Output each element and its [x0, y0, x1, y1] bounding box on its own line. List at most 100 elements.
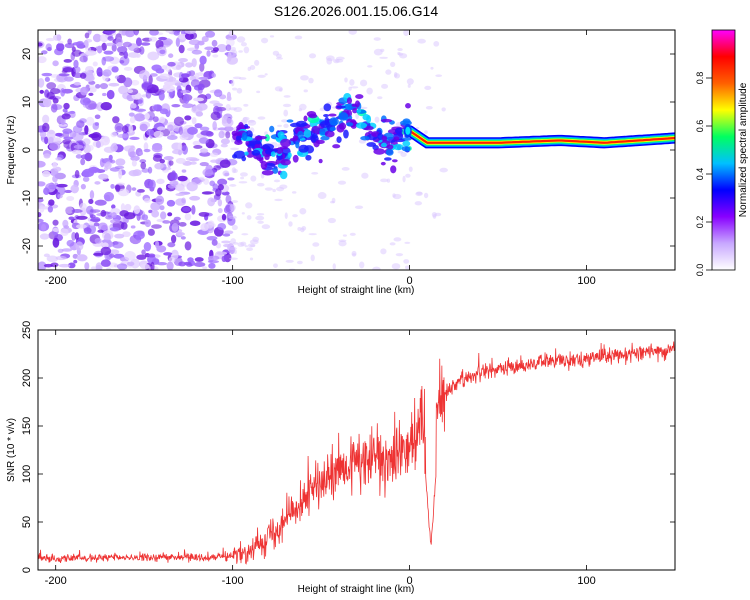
spectrogram-faint-cell [281, 119, 288, 123]
spectrogram-noise-cell [71, 149, 83, 154]
spectrogram-noise-cell [180, 89, 191, 94]
spectrogram-faint-cell [231, 224, 238, 231]
spectrogram-noise-cell [202, 266, 208, 270]
spectrogram-noise-cell [129, 116, 136, 124]
spectrogram-faint-cell [300, 75, 309, 81]
spectrogram-noise-cell [128, 124, 134, 134]
spectrogram-signal-cell [324, 130, 335, 138]
spectrogram-noise-cell [148, 209, 153, 214]
spectrogram-noise-cell [90, 132, 102, 141]
spectrogram-faint-cell [240, 176, 245, 180]
spectrogram-signal-cell [381, 135, 388, 142]
spectrogram-noise-cell [63, 102, 70, 110]
spectrogram-noise-cell [48, 184, 58, 190]
spectrogram-signal-cell [352, 108, 358, 114]
spectrogram-faint-cell [277, 124, 282, 127]
spectrogram-faint-cell [359, 106, 368, 110]
spectrogram-noise-cell [117, 133, 130, 139]
spectrogram-noise-cell [199, 55, 207, 65]
spectrogram-noise-cell [204, 46, 215, 51]
spectrogram-noise-cell [42, 170, 51, 178]
spectrogram-noise-cell [133, 113, 146, 122]
spectrogram-noise-cell [190, 79, 201, 88]
spectrogram-noise-cell [144, 112, 150, 120]
spectrogram-faint-cell [414, 201, 423, 206]
spectrogram-noise-cell [184, 32, 194, 40]
spectrogram-noise-cell [171, 103, 181, 108]
spectrogram-signal-cell [402, 118, 411, 124]
spectrogram-faint-cell [239, 172, 248, 177]
spectrogram-noise-cell [131, 187, 137, 191]
spectrogram-noise-cell [95, 262, 103, 270]
spectrogram-signal-cell [355, 122, 368, 129]
spectrogram-faint-cell [242, 116, 250, 121]
spectrogram-noise-cell [224, 172, 230, 177]
spectrogram-signal-cell [318, 158, 323, 164]
spectrogram-noise-cell [173, 216, 181, 221]
spectrogram-noise-cell [132, 169, 142, 176]
spectrogram-noise-cell [39, 131, 47, 138]
spectrogram-noise-cell [184, 213, 192, 221]
spectrogram-noise-cell [151, 210, 160, 218]
spectrogram-noise-cell [178, 57, 188, 63]
spectrogram-faint-cell [408, 166, 413, 172]
spectrogram-noise-cell [212, 121, 217, 131]
spectrogram-noise-cell [135, 234, 141, 241]
spectrogram-faint-cell [394, 73, 401, 79]
spectrogram-noise-cell [71, 231, 77, 241]
spectrogram-faint-cell [243, 46, 250, 54]
spectrogram-noise-cell [118, 85, 129, 95]
spectrogram-noise-cell [38, 218, 44, 223]
spectrogram-noise-cell [221, 240, 231, 244]
spectrogram-noise-cell [119, 59, 125, 64]
spectrogram-noise-cell [160, 211, 167, 220]
spectrogram-noise-cell [71, 209, 83, 213]
spectrogram-noise-cell [224, 230, 234, 235]
spectrogram-noise-cell [118, 169, 123, 180]
spectrogram-faint-cell [284, 212, 288, 219]
spectrogram-noise-cell [43, 263, 54, 268]
spectrogram-noise-cell [130, 79, 140, 86]
colorbar-tick-label: 0.4 [695, 168, 705, 181]
snr-y-tick-label: 150 [21, 417, 33, 435]
snr-y-tick-label: 50 [21, 516, 33, 528]
spectrogram-noise-cell [42, 98, 52, 108]
spectrogram-noise-cell [44, 136, 49, 145]
spectrogram-signal-cell [338, 112, 349, 121]
spectrogram-signal-cell [305, 154, 312, 161]
spectrogram-noise-cell [212, 47, 219, 52]
spectrogram-noise-cell [143, 197, 151, 203]
spectrogram-noise-cell [103, 30, 116, 35]
spectrogram-noise-cell [137, 99, 143, 104]
spectrogram-faint-cell [373, 37, 381, 41]
spectrogram-noise-cell [178, 126, 183, 136]
spectrogram-faint-cell [403, 259, 410, 264]
spectrogram-noise-cell [180, 236, 186, 240]
spectrogram-noise-cell [157, 187, 163, 195]
spectrogram-faint-cell [303, 89, 308, 93]
spectrogram-noise-cell [140, 263, 150, 270]
spectrogram-faint-cell [240, 241, 247, 247]
spectrogram-noise-cell [141, 249, 146, 255]
spectrogram-noise-cell [105, 42, 116, 47]
spectrogram-signal-cell [380, 142, 387, 148]
spectrogram-noise-cell [103, 191, 115, 202]
spectrogram-noise-cell [194, 123, 203, 129]
spectrogram-noise-cell [39, 89, 45, 94]
spectrogram-faint-cell [441, 107, 446, 112]
colorbar-ticks: 0.0 0.2 0.4 0.6 0.8 [695, 72, 712, 276]
spectrogram-noise-cell [148, 36, 158, 42]
snr-x-tick-label: 0 [407, 575, 413, 587]
snr-line [38, 341, 675, 565]
spectrogram-noise-cell [168, 53, 174, 58]
spectrogram-noise-cell [43, 153, 51, 159]
spectrogram-faint-cell [236, 36, 246, 43]
spectrogram-noise-cell [100, 246, 112, 256]
spectrogram-noise-cell [225, 104, 231, 112]
spectrogram-noise-cell [79, 55, 88, 63]
spectrogram-faint-cell [391, 263, 401, 270]
spectrogram-noise-cell [121, 30, 127, 36]
spectrogram-noise-cell [88, 92, 94, 96]
spectrogram-noise-cell [114, 122, 124, 133]
spectrogram-faint-cell [269, 35, 275, 38]
